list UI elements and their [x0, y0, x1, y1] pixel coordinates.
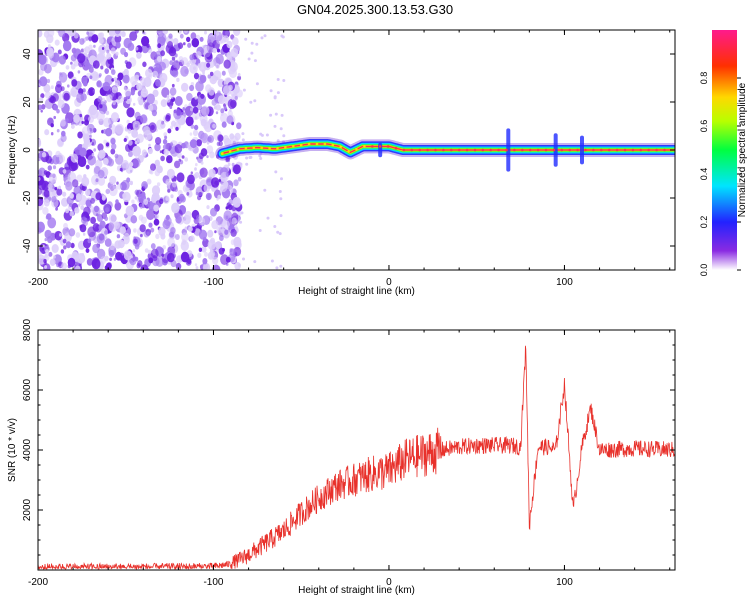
snr-ytick-label: 4000: [22, 438, 33, 461]
spectrogram-xtick-label: 100: [556, 277, 573, 288]
spectrogram-ylabel: Frequency (Hz): [7, 116, 18, 185]
spectrogram-xtick-label: 0: [386, 277, 392, 288]
page-title: GN04.2025.300.13.53.G30: [296, 2, 454, 17]
spectrogram-ytick-label: -20: [22, 190, 33, 205]
spectrogram-ytick-label: 0: [22, 147, 33, 153]
snr-axes-frame: [37, 329, 676, 571]
spectrogram-ytick-label: 40: [22, 48, 33, 60]
colorbar-tick-label: 0.0: [699, 264, 709, 277]
spectrogram-xtick-label: -200: [28, 277, 48, 288]
snr-ytick-label: 6000: [22, 378, 33, 401]
colorbar: [712, 30, 737, 270]
spectrogram-noise: [38, 30, 286, 270]
snr-xtick-label: 100: [556, 577, 573, 588]
snr-xtick-label: -200: [28, 577, 48, 588]
colorbar-label: Normalized spectral amplitude: [737, 82, 748, 217]
colorbar-tick-label: 0.2: [699, 216, 709, 229]
spectrogram-ytick-label: 20: [22, 96, 33, 108]
spectrogram-xlabel: Height of straight line (km): [298, 286, 415, 297]
spectrogram-ridge: [215, 128, 675, 172]
snr-xtick-label: 0: [386, 577, 392, 588]
colorbar-tick-label: 0.4: [699, 168, 709, 181]
spectrogram-ytick-label: -40: [22, 238, 33, 253]
spectrogram-xtick-label: -100: [203, 277, 223, 288]
snr-ytick-label: 8000: [22, 318, 33, 341]
spectrogram-plot: [38, 30, 675, 270]
snr-xlabel: Height of straight line (km): [298, 585, 415, 596]
colorbar-tick-label: 0.6: [699, 120, 709, 133]
snr-xtick-label: -100: [203, 577, 223, 588]
snr-series-line: [38, 345, 675, 570]
snr-ytick-label: 2000: [22, 498, 33, 521]
colorbar-tick-label: 0.8: [699, 72, 709, 85]
snr-ylabel: SNR (10 * v/v): [7, 418, 18, 482]
